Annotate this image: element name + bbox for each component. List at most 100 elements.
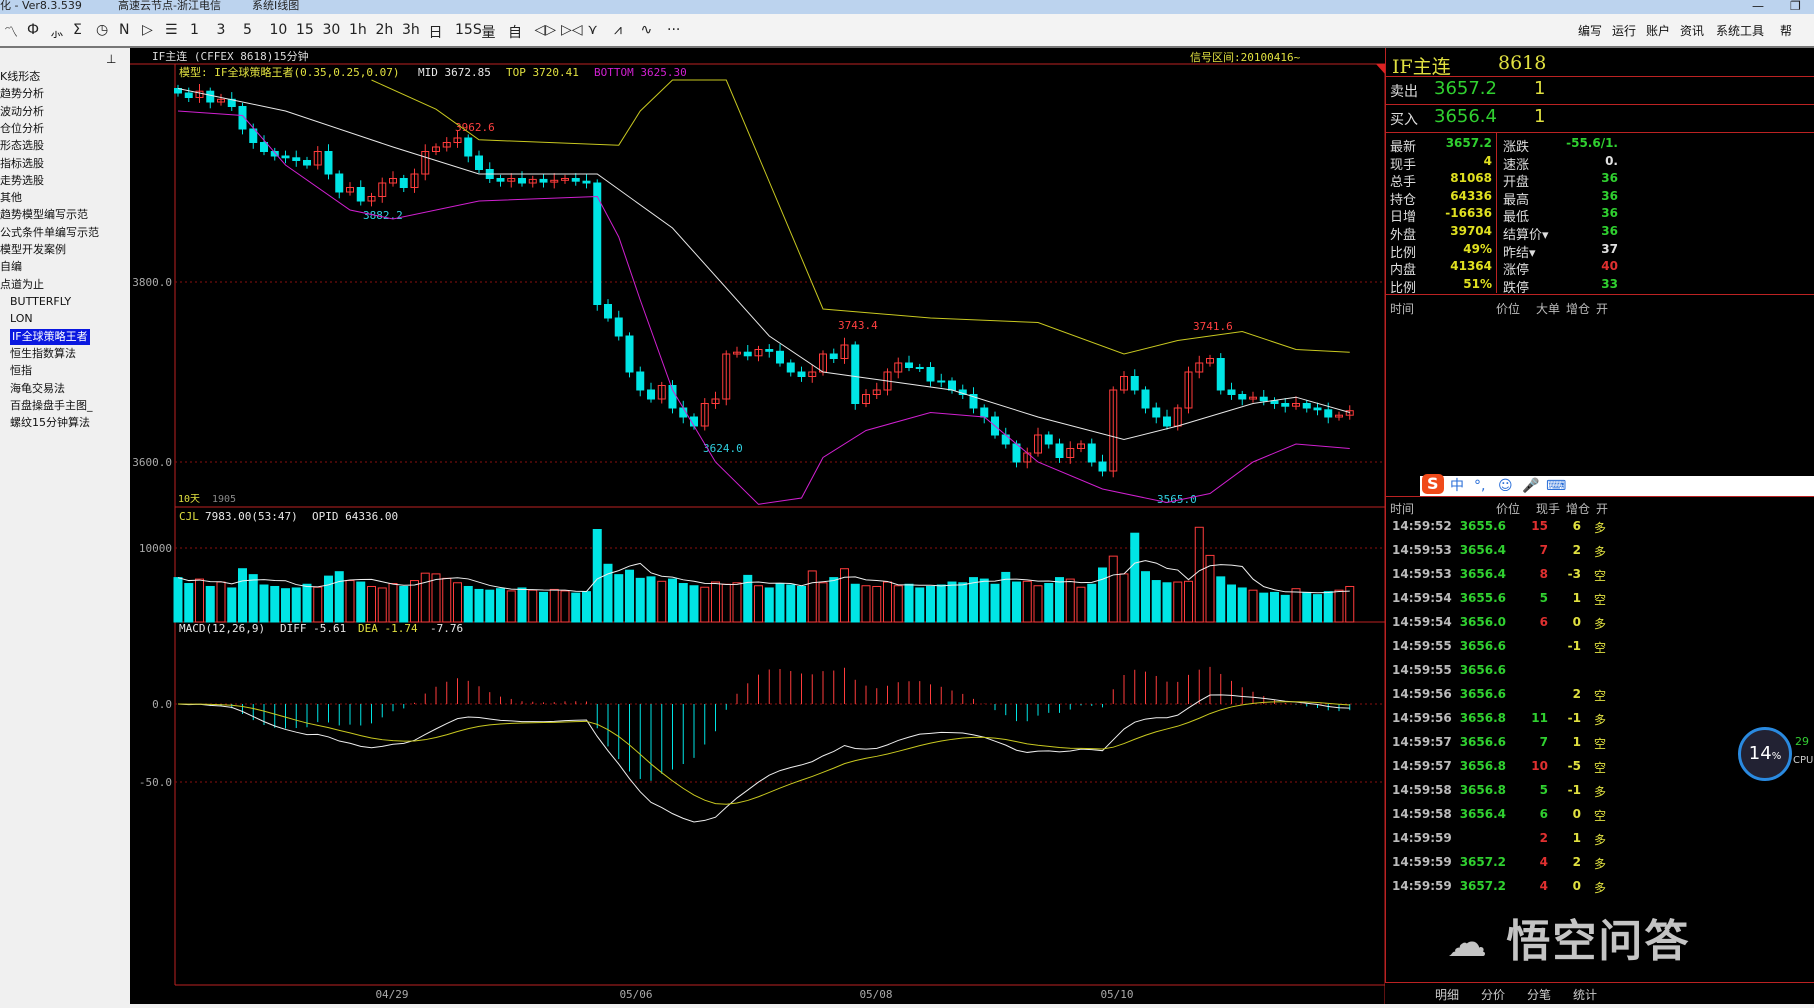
ime-item-4[interactable]: ⌨ — [1546, 478, 1567, 494]
sidebar-sub-item[interactable]: IF全球策略王者 — [10, 328, 90, 345]
candle — [303, 160, 311, 166]
menu-0[interactable]: 编写 — [1578, 24, 1603, 38]
tab-2[interactable]: 分笔 — [1527, 988, 1552, 1002]
tb-sigma-icon[interactable]: Σ — [73, 22, 82, 38]
sidebar-sub-item[interactable]: 百盘操盘手主图_ — [10, 398, 93, 412]
period-2[interactable]: 5 — [243, 22, 252, 38]
tick-time: 14:59:54 — [1392, 591, 1452, 605]
volume-bar — [818, 582, 828, 623]
sidebar-sub-item[interactable]: BUTTERFLY — [10, 295, 72, 308]
tb-play-box-icon[interactable]: ▷ — [142, 22, 153, 38]
volume-bar — [291, 587, 301, 623]
volume-bar — [625, 569, 634, 623]
tab-1[interactable]: 分价 — [1481, 988, 1506, 1002]
sidebar-item[interactable]: 走势选股 — [0, 173, 44, 187]
menu-3[interactable]: 资讯 — [1680, 24, 1705, 38]
period-9[interactable]: 日 — [428, 25, 443, 41]
period-6[interactable]: 1h — [349, 22, 367, 38]
menu-5[interactable]: 帮 — [1780, 24, 1793, 38]
tick-time: 14:59:58 — [1392, 807, 1452, 821]
tb-n-box-icon[interactable]: N — [119, 22, 130, 38]
tick-oi-change: 0 — [1572, 807, 1581, 821]
sidebar-item[interactable]: 点道为止 — [0, 277, 44, 291]
period-1[interactable]: 3 — [216, 22, 226, 38]
sidebar-item[interactable]: K线形态 — [0, 70, 41, 83]
sidebar-item[interactable]: 仓位分析 — [0, 121, 44, 135]
menu-4[interactable]: 系统工具 — [1716, 24, 1765, 38]
candle — [367, 196, 376, 202]
sidebar-item[interactable]: 指标选股 — [0, 156, 44, 170]
ime-toolbar[interactable]: S 中 °, ☺ 🎤 ⌨ — [1420, 474, 1814, 496]
volume-bar — [646, 576, 656, 623]
period-0[interactable]: 1 — [190, 22, 199, 38]
volume-bar — [1033, 585, 1043, 623]
period-3[interactable]: 10 — [269, 22, 288, 38]
ime-item-0[interactable]: 中 — [1450, 478, 1464, 494]
volume-bar — [840, 568, 849, 623]
volume-bar — [216, 581, 226, 623]
sidebar-item[interactable]: 公式条件单编写示范 — [0, 225, 99, 239]
tab-3[interactable]: 统计 — [1573, 988, 1598, 1002]
tick-volume: 4 — [1539, 855, 1548, 869]
sidebar-sub-item[interactable]: 恒指 — [10, 364, 32, 378]
sidebar-item[interactable]: 形态选股 — [0, 139, 44, 153]
tick-time: 14:59:56 — [1392, 687, 1452, 701]
ime-item-1[interactable]: °, — [1474, 478, 1486, 494]
sidebar-sub-item[interactable]: LON — [10, 312, 33, 326]
x-tick: 05/10 — [1100, 988, 1133, 1001]
tb-candle-icon[interactable]: Ф — [27, 22, 40, 38]
cpu-widget[interactable]: 14% 29 CPU — [1738, 727, 1814, 783]
sidebar-item[interactable]: 波动分析 — [0, 104, 44, 118]
sidebar-item[interactable]: 自编 — [0, 260, 22, 274]
volume-bar — [528, 589, 538, 623]
volume-bar — [345, 580, 355, 623]
menu-1[interactable]: 运行 — [1612, 24, 1637, 38]
period-18[interactable]: ··· — [667, 22, 681, 38]
stat-value: 40 — [1601, 259, 1618, 274]
sidebar-item[interactable]: 其他 — [0, 191, 22, 205]
tab-0[interactable]: 明细 — [1435, 988, 1460, 1002]
period-4[interactable]: 15 — [296, 22, 314, 38]
stat-value: 36 — [1601, 188, 1618, 203]
period-11[interactable]: 量 — [481, 25, 496, 41]
tick-direction: 多 — [1594, 833, 1607, 847]
minimize-button[interactable]: — — [1752, 0, 1764, 13]
sidebar-item[interactable]: 趋势分析 — [0, 87, 44, 101]
period-13[interactable]: ◁▷ — [534, 22, 557, 38]
volume-bar — [807, 570, 817, 623]
pin-icon[interactable]: ⊥ — [106, 52, 117, 66]
candle — [378, 182, 387, 197]
period-8[interactable]: 3h — [402, 22, 420, 38]
tick-oi-change: 0 — [1572, 615, 1581, 629]
ime-item-2[interactable]: ☺ — [1498, 478, 1513, 494]
volume-bar — [1044, 583, 1054, 623]
period-16[interactable]: ⩘ — [614, 22, 622, 38]
menu-2[interactable]: 账户 — [1646, 24, 1671, 38]
period-12[interactable]: 自 — [508, 25, 522, 41]
period-10[interactable]: 15S — [455, 22, 482, 38]
tb-clock-icon[interactable]: ◷ — [96, 22, 109, 38]
volume-bar — [549, 588, 559, 623]
tick-direction: 空 — [1594, 761, 1607, 775]
tb-line-chart-icon[interactable]: 〽 — [4, 25, 18, 41]
sidebar-sub-item[interactable]: 海龟交易法 — [10, 381, 65, 395]
sidebar-item[interactable]: 模型开发案例 — [0, 243, 66, 256]
sidebar-sub-item[interactable]: 螺纹15分钟算法 — [10, 416, 90, 430]
period-7[interactable]: 2h — [375, 22, 394, 38]
volume-bar — [356, 581, 366, 623]
sidebar-sub-item[interactable]: 恒生指数算法 — [10, 346, 76, 360]
period-15[interactable]: ⋎ — [587, 22, 598, 38]
sidebar-item[interactable]: 趋势模型编写示范 — [0, 208, 88, 222]
kline-chart[interactable]: IF主连 (CFFEX 8618)15分钟 信号区间:20100416~ 模型:… — [130, 48, 1386, 1004]
tick-time: 14:59:55 — [1392, 639, 1452, 653]
tb-formula-icon[interactable]: ⺗ — [50, 25, 64, 41]
period-14[interactable]: ▷◁ — [561, 22, 583, 38]
candle — [1313, 407, 1322, 411]
stat-label: 昨结▾ — [1503, 245, 1536, 261]
ime-item-3[interactable]: 🎤 — [1522, 478, 1540, 494]
period-17[interactable]: ∿ — [640, 22, 653, 38]
period-5[interactable]: 30 — [322, 22, 341, 38]
restore-button[interactable]: ❐ — [1790, 0, 1801, 13]
tb-document-icon[interactable]: ☰ — [165, 22, 178, 38]
stat-label: 日增 — [1390, 210, 1417, 226]
